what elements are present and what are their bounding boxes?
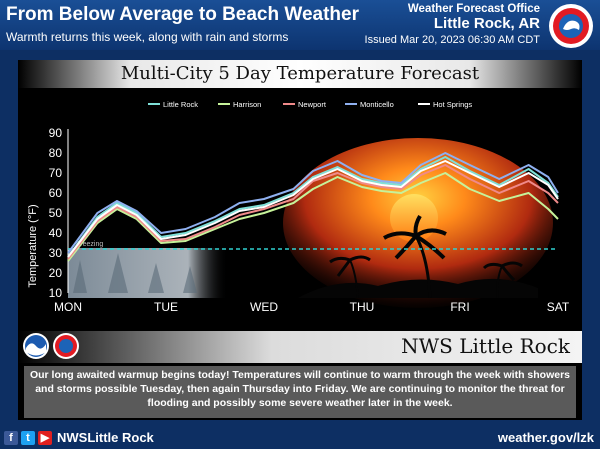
y-tick-label: 80 xyxy=(49,146,63,160)
legend-label: Newport xyxy=(298,100,327,109)
series-line xyxy=(67,172,559,262)
x-tick-label: SAT xyxy=(547,300,570,314)
y-tick-label: 10 xyxy=(49,286,63,300)
nws-logo xyxy=(549,4,593,48)
series-line xyxy=(67,152,559,254)
series-line xyxy=(67,160,559,258)
y-tick-label: 20 xyxy=(49,266,63,280)
temperature-chart: 10 20 30 40 50 60 70 80 90 MON TUE WED THU FRI SAT Free… xyxy=(27,100,570,314)
office-label: Weather Forecast Office xyxy=(407,3,540,15)
forecast-message: Our long awaited warmup begins today! Te… xyxy=(24,366,576,418)
y-axis-label: Temperature (°F) xyxy=(27,204,39,287)
series-line xyxy=(67,156,559,258)
twitter-icon[interactable]: t xyxy=(21,431,35,445)
chart-legend: Little Rock Harrison Newport Monticello Hot … xyxy=(148,100,472,109)
y-tick-label: 90 xyxy=(49,126,63,140)
website-link[interactable]: weather.gov/lzk xyxy=(497,430,594,445)
office-banner: NWS Little Rock xyxy=(18,331,582,363)
page-title: From Below Average to Beach Weather xyxy=(6,4,360,25)
legend-label: Hot Springs xyxy=(433,100,472,109)
page-subtitle: Warmth returns this week, along with rai… xyxy=(6,30,289,44)
nws-mini-logo xyxy=(53,333,79,359)
issued-time: Issued Mar 20, 2023 06:30 AM CDT xyxy=(364,34,540,46)
freezing-label: Freezing xyxy=(76,241,103,248)
y-tick-label: 30 xyxy=(49,246,63,260)
legend-label: Harrison xyxy=(233,100,261,109)
series-line xyxy=(67,164,559,260)
chart-title: Multi-City 5 Day Temperature Forecast xyxy=(120,63,480,84)
noaa-logo xyxy=(23,333,49,359)
legend-label: Little Rock xyxy=(163,100,198,109)
office-city: Little Rock, AR xyxy=(433,15,540,32)
y-tick-label: 40 xyxy=(49,226,63,240)
x-tick-label: WED xyxy=(250,300,278,314)
x-tick-label: MON xyxy=(54,300,82,314)
sunset-scene xyxy=(283,138,553,308)
y-tick-label: 70 xyxy=(49,166,63,180)
header: From Below Average to Beach Weather Warm… xyxy=(0,0,600,50)
chart-series xyxy=(67,152,559,262)
y-tick-label: 60 xyxy=(49,186,63,200)
y-tick-label: 50 xyxy=(49,206,63,220)
x-tick-label: THU xyxy=(350,300,375,314)
winter-scene xyxy=(68,248,228,298)
x-tick-label: TUE xyxy=(154,300,178,314)
youtube-icon[interactable]: ▶ xyxy=(38,431,52,445)
chart-axes: 10 20 30 40 50 60 70 80 90 MON TUE WED THU FRI SAT Free… xyxy=(49,126,570,314)
facebook-icon[interactable]: f xyxy=(4,431,18,445)
chart-title-bar: Multi-City 5 Day Temperature Forecast xyxy=(18,60,582,88)
bottom-bar: f t ▶ NWSLittle Rock weather.gov/lzk xyxy=(0,427,600,449)
office-name: NWS Little Rock xyxy=(401,334,570,358)
legend-label: Monticello xyxy=(360,100,394,109)
social-handle[interactable]: NWSLittle Rock xyxy=(57,430,154,445)
x-tick-label: FRI xyxy=(450,300,469,314)
